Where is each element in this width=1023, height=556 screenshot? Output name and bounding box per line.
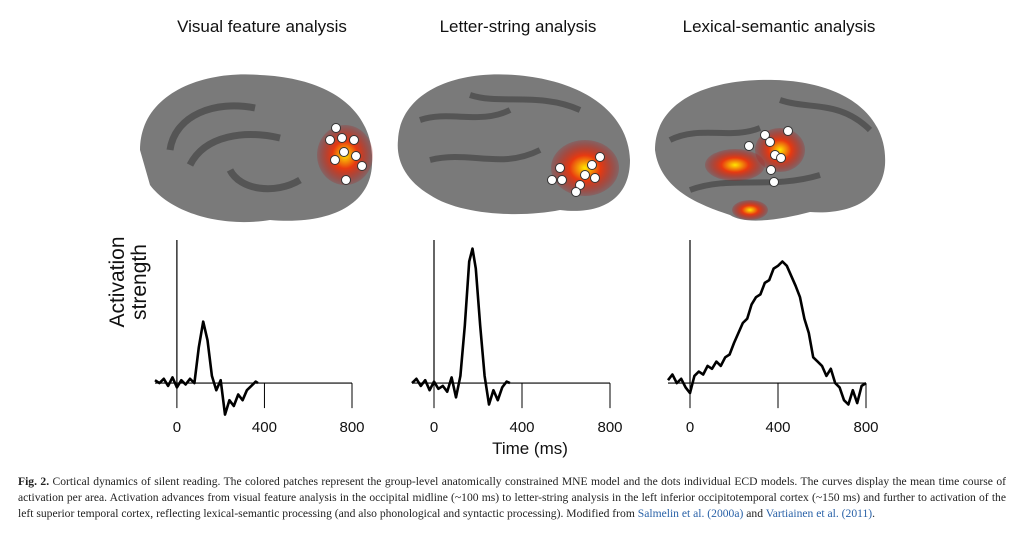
x-tick-label: 800 [339,419,364,436]
brain-medial [140,74,373,223]
panel-title: Visual feature analysis [177,17,347,36]
caption: Fig. 2. Cortical dynamics of silent read… [18,474,1006,522]
citation-link[interactable]: Salmelin et al. (2000a) [637,507,744,520]
caption-text: and [743,507,766,520]
x-tick-label: 0 [430,419,438,436]
caption-text: Cortical dynamics of silent reading. The… [18,475,1006,520]
citation-link[interactable]: Vartiainen et al. (2011) [765,507,873,520]
activation-curve [411,247,511,406]
x-tick-label: 0 [686,419,694,436]
brain-lateral [655,79,886,221]
x-tick-label: 800 [597,419,622,436]
x-axis-label: Time (ms) [492,439,568,458]
activation-curve [666,260,867,406]
x-tick-label: 0 [173,419,181,436]
brain-ventral [397,74,630,215]
x-tick-label: 400 [509,419,534,436]
panel-title: Letter-string analysis [439,17,597,36]
y-axis-label: Activation strength [106,236,151,328]
activation-curve [154,320,259,416]
x-tick-label: 400 [765,419,790,436]
panel-title: Lexical-semantic analysis [682,17,876,36]
x-tick-label: 800 [853,419,878,436]
caption-label: Fig. 2. [18,475,50,488]
x-tick-label: 400 [252,419,277,436]
caption-text: . [872,507,876,520]
